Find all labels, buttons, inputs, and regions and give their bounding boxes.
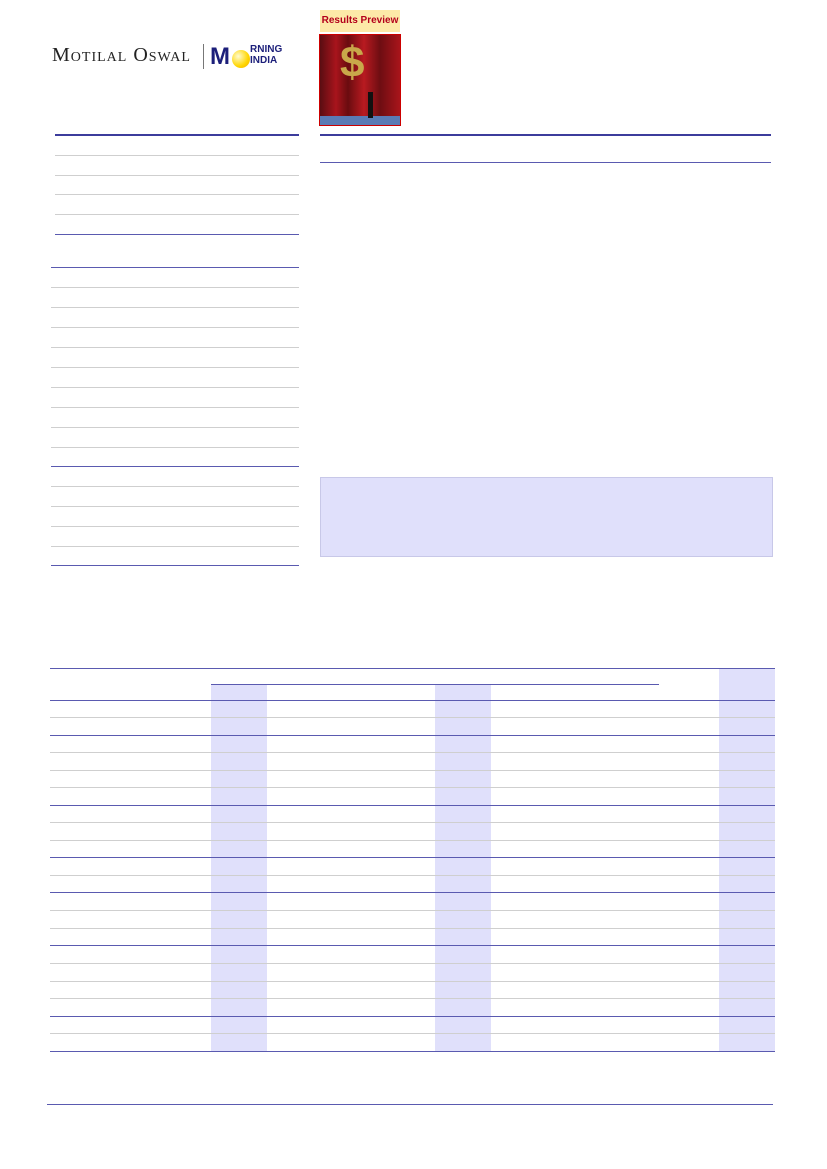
- sidebar-rule: [51, 486, 299, 487]
- table-row-rule: [50, 770, 775, 771]
- sidebar-rule: [51, 565, 299, 566]
- table-row-rule: [50, 945, 775, 946]
- logo-india: INDIA: [250, 55, 278, 66]
- table-top-rule: [50, 668, 775, 669]
- table-row-rule: [50, 717, 775, 718]
- highlight-box: [320, 477, 773, 557]
- table-row-rule: [50, 998, 775, 999]
- table-row-rule: [50, 857, 775, 858]
- sidebar-rule: [51, 546, 299, 547]
- table-shaded-column: [435, 684, 491, 1051]
- main-rule: [320, 162, 771, 163]
- sidebar-rule: [51, 367, 299, 368]
- sidebar-rule: [55, 175, 299, 176]
- sidebar-rule: [55, 134, 299, 136]
- sidebar-rule: [51, 347, 299, 348]
- main-rule: [320, 134, 771, 136]
- sidebar-rule: [51, 407, 299, 408]
- results-preview-badge: Results Preview: [320, 10, 400, 32]
- table-row-rule: [50, 1051, 775, 1052]
- table-row-rule: [50, 910, 775, 911]
- table-row-rule: [50, 840, 775, 841]
- table-row-rule: [50, 735, 775, 736]
- sidebar-rule: [51, 287, 299, 288]
- table-row-rule: [50, 892, 775, 893]
- table-row-rule: [50, 787, 775, 788]
- table-row-rule: [50, 875, 775, 876]
- stage-floor: [320, 116, 400, 125]
- table-row-rule: [50, 1033, 775, 1034]
- curtain-dollar-image: [319, 34, 401, 126]
- table-row-rule: [50, 700, 775, 701]
- table-row-rule: [50, 981, 775, 982]
- logo-divider: [203, 44, 204, 69]
- footer-rule: [47, 1104, 773, 1105]
- sidebar-rule: [51, 427, 299, 428]
- sidebar-rule: [51, 267, 299, 268]
- sidebar-rule: [51, 506, 299, 507]
- sidebar-rule: [51, 387, 299, 388]
- sidebar-rule: [55, 214, 299, 215]
- table-row-rule: [50, 963, 775, 964]
- table-subheader-rule: [211, 684, 659, 685]
- sidebar-rule: [51, 307, 299, 308]
- sidebar-rule: [51, 447, 299, 448]
- sidebar-rule: [55, 155, 299, 156]
- table-shaded-column: [211, 684, 267, 1051]
- sidebar-rule: [55, 194, 299, 195]
- table-row-rule: [50, 1016, 775, 1017]
- sidebar-rule: [51, 327, 299, 328]
- table-row-rule: [50, 752, 775, 753]
- person-figure: [368, 92, 373, 118]
- sidebar-rule: [51, 466, 299, 467]
- brand-logo-text: Motilal Oswal: [52, 44, 191, 66]
- logo-rning: RNING: [250, 44, 283, 55]
- table-shaded-column: [719, 668, 775, 1051]
- morning-india-logo-m: M: [210, 43, 230, 70]
- table-row-rule: [50, 822, 775, 823]
- dollar-icon: $: [340, 38, 365, 87]
- morning-india-logo-text: RNING INDIA: [250, 44, 282, 66]
- table-row-rule: [50, 805, 775, 806]
- table-row-rule: [50, 928, 775, 929]
- sidebar-rule: [55, 234, 299, 235]
- sidebar-rule: [51, 526, 299, 527]
- sun-icon: [232, 50, 250, 68]
